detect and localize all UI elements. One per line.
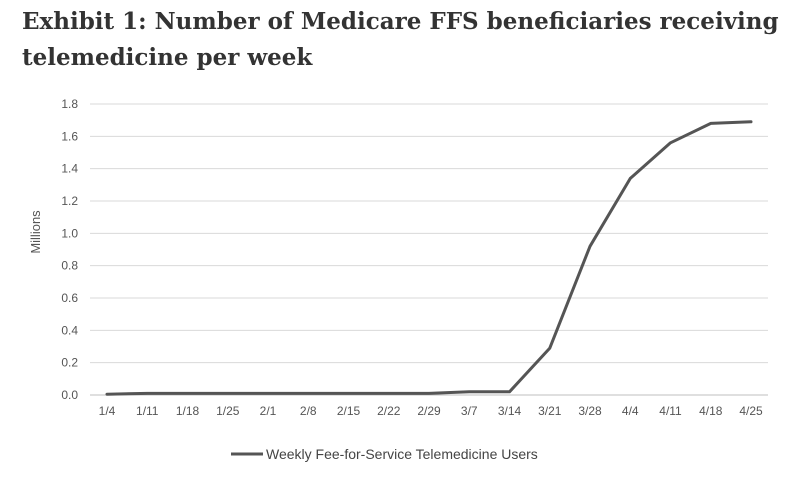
y-tick-label: 0.6 <box>61 291 78 305</box>
x-tick-label: 1/4 <box>99 404 116 418</box>
x-tick-label: 2/29 <box>417 404 441 418</box>
y-tick-label: 1.2 <box>61 194 78 208</box>
chart-title: Exhibit 1: Number of Medicare FFS benefi… <box>22 8 779 71</box>
x-tick-label: 3/14 <box>498 404 522 418</box>
legend: Weekly Fee-for-Service Telemedicine User… <box>231 446 538 462</box>
x-tick-label: 1/25 <box>216 404 240 418</box>
x-tick-label: 4/25 <box>739 404 763 418</box>
y-axis-ticks: 0.0 0.2 0.4 0.6 0.8 1.0 1.2 1.4 1.6 1.8 <box>61 97 78 402</box>
y-tick-label: 0.4 <box>61 323 78 337</box>
y-tick-label: 0.8 <box>61 259 78 273</box>
x-tick-label: 3/7 <box>461 404 478 418</box>
x-tick-label: 1/18 <box>176 404 200 418</box>
x-tick-label: 2/1 <box>260 404 277 418</box>
legend-label: Weekly Fee-for-Service Telemedicine User… <box>266 446 538 462</box>
gridlines <box>90 103 768 396</box>
x-tick-label: 2/22 <box>377 404 401 418</box>
y-axis-label: Millions <box>28 210 43 254</box>
y-tick-label: 1.4 <box>61 162 78 176</box>
y-tick-label: 1.0 <box>61 226 78 240</box>
y-tick-label: 1.6 <box>61 129 78 143</box>
x-tick-label: 4/4 <box>622 404 639 418</box>
x-tick-label: 2/8 <box>300 404 317 418</box>
x-tick-label: 3/28 <box>578 404 602 418</box>
x-tick-label: 4/11 <box>659 404 682 418</box>
x-axis-ticks: 1/4 1/11 1/18 1/25 2/1 2/8 2/15 2/22 2/29 3/7 3/14… <box>99 404 763 418</box>
x-tick-label: 3/21 <box>538 404 562 418</box>
y-tick-label: 0.2 <box>61 356 78 370</box>
x-tick-label: 1/11 <box>136 404 159 418</box>
x-tick-label: 4/18 <box>699 404 723 418</box>
series-lines <box>105 120 753 396</box>
series-line <box>105 120 753 396</box>
x-tick-label: 2/15 <box>337 404 361 418</box>
y-tick-label: 0.0 <box>61 388 78 402</box>
y-tick-label: 1.8 <box>61 97 78 111</box>
